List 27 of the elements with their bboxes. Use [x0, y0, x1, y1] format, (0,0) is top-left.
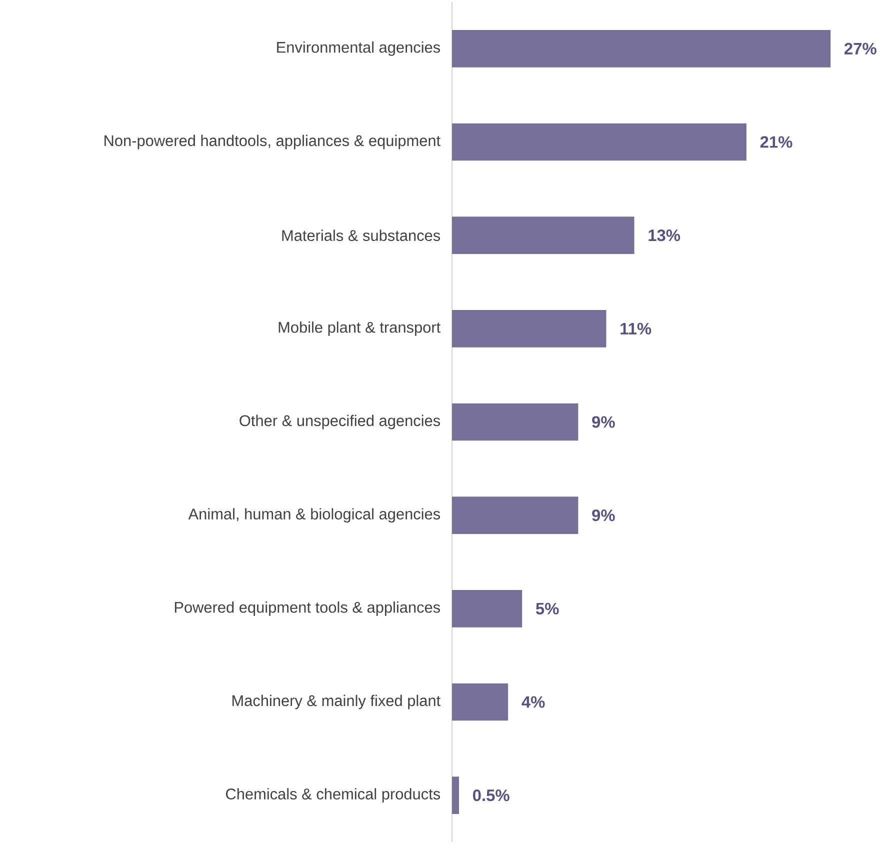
data-label: 9% [592, 510, 615, 522]
y-tick-label: Chemicals & chemical products [226, 788, 440, 803]
data-label: 11% [620, 322, 652, 334]
data-label: 9% [592, 416, 615, 428]
data-label: 27% [844, 42, 876, 54]
y-tick-label: Environmental agencies [277, 41, 440, 56]
y-tick-label: Mobile plant & transport [278, 321, 440, 336]
bar [452, 123, 746, 161]
data-label: 0.5% [473, 790, 510, 802]
bar [452, 30, 831, 68]
bar [452, 310, 606, 348]
bar [452, 496, 578, 534]
y-tick-label: Powered equipment tools & appliances [174, 601, 440, 616]
bar [452, 403, 578, 441]
data-label: 4% [522, 696, 545, 708]
data-label: 13% [648, 229, 680, 242]
y-tick-label: Machinery & mainly fixed plant [232, 694, 440, 710]
data-label: 21% [760, 136, 792, 148]
y-tick-label: Non-powered handtools, appliances & equipment [104, 134, 440, 150]
bar [452, 683, 508, 721]
bar [452, 776, 460, 814]
y-tick-label: Other & unspecified agencies [240, 414, 440, 430]
y-tick-label: Materials & substances [282, 230, 440, 242]
data-label: 5% [536, 602, 559, 614]
bar [452, 590, 522, 628]
bar [452, 216, 634, 254]
y-tick-label: Animal, human & biological agencies [188, 508, 440, 523]
